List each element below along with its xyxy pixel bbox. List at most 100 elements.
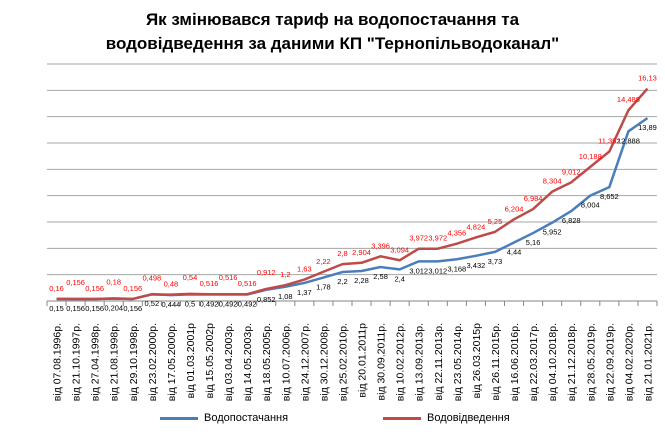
legend-label-wastewater: Водовідведення	[427, 412, 510, 424]
data-label: 11,352	[598, 137, 620, 146]
x-tick-label: від 21.10.1997р.	[71, 323, 83, 401]
data-label: 2,58	[373, 272, 388, 281]
x-tick-label: від 30.09.2011р.	[376, 323, 388, 400]
data-label: 12,888	[617, 136, 640, 145]
x-tick-label: від 21.08.1998р.	[109, 323, 121, 401]
data-label: 1,37	[297, 288, 312, 297]
data-label: 6,204	[505, 204, 524, 213]
x-tick-label: від 04.10.2018р.	[547, 323, 559, 401]
data-label: 0,492	[219, 300, 238, 309]
data-label: 3,432	[467, 261, 486, 270]
data-label: 10,188	[579, 152, 602, 161]
x-tick-label: від 16.06.2016р.	[509, 323, 521, 401]
data-label: 0,852	[257, 295, 276, 304]
x-tick-label: від 22.11.2013р.	[433, 323, 445, 400]
x-tick-label: від 24.12.2007р.	[299, 323, 311, 401]
x-tick-label: від 18.05.2005р.	[261, 323, 273, 401]
x-tick-label: від 10.02.2012р.	[395, 323, 407, 401]
x-tick-label: від 14.05.2003р.	[242, 323, 254, 401]
data-label: 6,828	[562, 216, 581, 225]
data-label: 3,396	[371, 241, 390, 250]
data-label: 0,498	[142, 273, 161, 282]
data-label: 2,4	[394, 274, 404, 283]
data-label: 0,156	[123, 304, 142, 313]
data-label: 0,492	[238, 300, 257, 309]
x-tick-label: від 17.05.2000р.	[166, 323, 178, 401]
data-label: 0,18	[106, 278, 121, 287]
x-tick-label: від 22.09.2019р.	[604, 323, 616, 401]
data-label: 3,012	[428, 266, 447, 275]
data-label: 4,44	[507, 248, 522, 257]
data-label: 0,156	[85, 284, 104, 293]
legend-swatch-wastewater	[383, 416, 421, 420]
data-label: 0,48	[164, 280, 179, 289]
data-label: 5,16	[526, 238, 541, 247]
data-label: 4,824	[467, 222, 486, 231]
data-label: 0,54	[183, 273, 198, 282]
data-label: 3,73	[488, 257, 503, 266]
data-label: 3,094	[390, 245, 409, 254]
x-tick-label: від 22.03.2017р.	[528, 323, 540, 401]
x-tick-label: від 29.10.1998р.	[128, 323, 140, 401]
x-tick-label: від 28.05.2019р.	[585, 323, 597, 401]
data-label: 0,16	[49, 284, 64, 293]
chart-title-line-1: Як змінювався тариф на водопостачання та	[145, 10, 520, 29]
data-label: 14,488	[617, 95, 640, 104]
series-line-wastewater	[56, 87, 649, 301]
data-label: 6,984	[524, 194, 543, 203]
data-label: 0,516	[238, 279, 257, 288]
x-tick-label: від 15.05.2002р	[204, 323, 216, 399]
x-tick-label: від 03.04.2003р.	[223, 323, 235, 401]
legend-item-water-supply: Водопостачання	[160, 412, 288, 424]
legend-label-water-supply: Водопостачання	[204, 412, 289, 424]
data-label: 4,356	[447, 229, 466, 238]
data-label: 2,8	[337, 249, 347, 258]
chart-title-line-2: водовідведення за даними КП "Тернопільво…	[105, 34, 560, 53]
x-tick-label: від 21.01.2021р.	[642, 323, 654, 401]
x-tick-label: від 23.05.2014р.	[452, 323, 464, 401]
data-label: 1,2	[280, 270, 290, 279]
data-label: 0,156	[123, 284, 142, 293]
data-label: 3,972	[409, 234, 428, 243]
series-line-water-supply	[56, 117, 649, 301]
data-label: 0,444	[162, 300, 181, 309]
data-label: 8,652	[600, 192, 619, 201]
data-label: 3,972	[428, 234, 447, 243]
data-label: 0,912	[257, 268, 276, 277]
data-label: 0,516	[200, 279, 219, 288]
data-label: 0,156	[85, 304, 104, 313]
x-tick-label: від 25.02.2010р.	[337, 323, 349, 401]
data-label: 0,492	[200, 300, 219, 309]
data-label: 8,004	[581, 201, 600, 210]
x-tick-label: від 26.11.2015р.	[490, 323, 502, 400]
data-label: 9,012	[562, 167, 581, 176]
data-label: 0,156	[66, 304, 85, 313]
data-label: 3,168	[447, 264, 466, 273]
data-label: 0,156	[66, 278, 85, 287]
data-label: 5,25	[488, 217, 503, 226]
data-label: 0,52	[145, 299, 160, 308]
x-tick-label: від 30.12.2008р.	[318, 323, 330, 401]
legend-item-wastewater: Водовідведення	[383, 412, 510, 424]
x-tick-label: від 20.01.2011р	[357, 323, 369, 398]
data-label: 5,952	[543, 228, 562, 237]
data-label: 2,22	[316, 257, 331, 266]
data-label: 1,78	[316, 283, 331, 292]
data-label: 3,012	[409, 266, 428, 275]
data-label: 13,89	[638, 123, 657, 132]
x-tick-label: від 10.07.2006р.	[280, 323, 292, 401]
data-label: 8,304	[543, 177, 562, 186]
chart-title: Як змінювався тариф на водопостачання та…	[0, 8, 665, 56]
data-label: 2,2	[337, 277, 347, 286]
x-tick-label: від 01.03.2001р	[185, 323, 197, 399]
x-tick-label: від 04.02.2020р.	[623, 323, 635, 401]
legend-swatch-water-supply	[160, 416, 198, 420]
x-tick-label: від 07.08.1996р.	[52, 323, 64, 401]
data-label: 1,63	[297, 265, 312, 274]
data-label: 0,204	[104, 303, 123, 312]
data-label: 1,08	[278, 292, 293, 301]
data-label: 2,904	[352, 248, 371, 257]
data-label: 0,516	[219, 273, 238, 282]
